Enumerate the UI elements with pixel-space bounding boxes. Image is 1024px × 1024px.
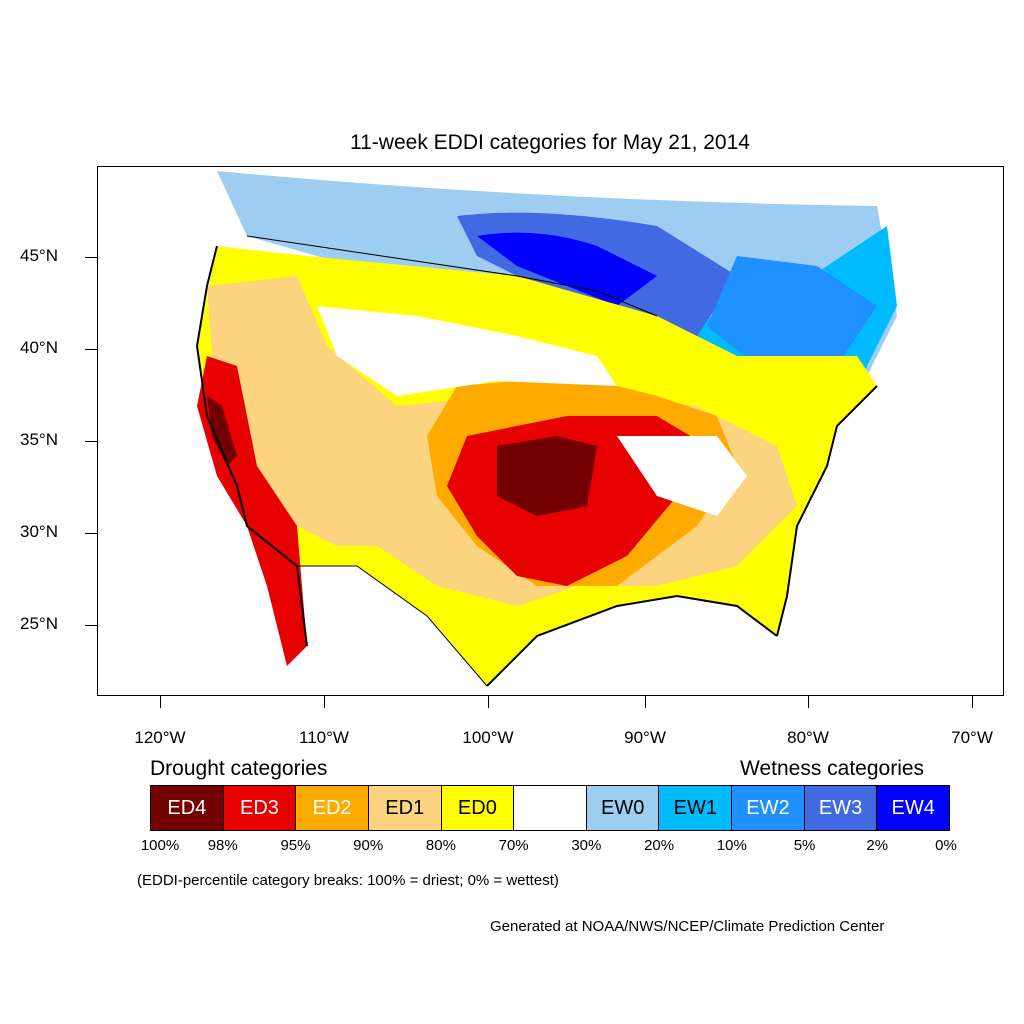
legend-swatch: EW2: [732, 786, 805, 830]
ed4-region: [497, 436, 597, 516]
coastline-west: [195, 245, 308, 647]
lon-label-70: 70°W: [951, 728, 993, 747]
legend-swatch: ED3: [223, 786, 297, 830]
lat-tick: [85, 625, 97, 626]
legend-swatch: EW1: [659, 786, 733, 830]
lat-label-45: 45°N: [20, 246, 58, 265]
percent-break-label: 20%: [644, 837, 675, 854]
ed4-west-coast: [207, 396, 237, 466]
percent-break-label: 90%: [353, 837, 384, 854]
percent-break-label: 2%: [866, 837, 889, 854]
legend-swatch: ED4: [151, 786, 224, 830]
lon-tick: [972, 696, 973, 708]
percent-break-label: 95%: [280, 837, 311, 854]
percent-break-label: 0%: [935, 837, 957, 854]
lon-tick: [160, 696, 161, 708]
white-region-southeast: [617, 436, 747, 516]
lat-tick: [85, 349, 97, 350]
lon-tick: [808, 696, 809, 708]
white-region-plains: [317, 306, 617, 396]
percent-break-label: 98%: [207, 837, 238, 854]
lat-tick: [85, 257, 97, 258]
map-title: 11-week EDDI categories for May 21, 2014: [350, 131, 750, 154]
legend-swatch: ED1: [368, 786, 442, 830]
percent-break-label: 30%: [571, 837, 602, 854]
us-canada-border: [246, 235, 658, 317]
legend-swatch: EW4: [877, 786, 950, 830]
gulf-coast: [486, 594, 778, 687]
lat-label-30: 30°N: [20, 522, 58, 541]
us-mexico-border: [297, 565, 488, 687]
lon-tick: [324, 696, 325, 708]
lat-tick: [85, 441, 97, 442]
legend-swatch: EW0: [586, 786, 660, 830]
legend-swatch: ED0: [441, 786, 515, 830]
wet-region-ne: [707, 256, 877, 366]
legend-swatch: [514, 786, 587, 830]
legend-swatch: EW3: [804, 786, 878, 830]
percent-break-label: 80%: [425, 837, 456, 854]
credit-line: Generated at NOAA/NWS/NCEP/Climate Predi…: [490, 918, 885, 935]
category-legend: ED4 ED3 ED2 ED1 ED0 EW0 EW1 EW2 EW3 EW4: [150, 785, 950, 831]
lat-label-40: 40°N: [20, 338, 58, 357]
percent-break-label: 5%: [793, 837, 816, 854]
drought-legend-title: Drought categories: [150, 757, 328, 780]
lon-tick: [488, 696, 489, 708]
lat-label-35: 35°N: [20, 430, 58, 449]
wetness-legend-title: Wetness categories: [740, 757, 925, 780]
legend-swatch: ED2: [296, 786, 369, 830]
lon-label-110: 110°W: [299, 728, 349, 747]
lon-label-120: 120°W: [134, 728, 186, 747]
percent-break-label: 10%: [716, 837, 747, 854]
lat-label-25: 25°N: [20, 614, 58, 633]
percent-break-label: 70%: [498, 837, 529, 854]
lon-tick: [645, 696, 646, 708]
wet-region-core: [477, 232, 657, 306]
east-coast: [776, 385, 878, 637]
lon-label-100: 100°W: [462, 728, 514, 747]
percent-break-label: 100%: [140, 837, 180, 854]
lat-tick: [85, 533, 97, 534]
lon-label-90: 90°W: [624, 728, 666, 747]
lon-label-80: 80°W: [787, 728, 829, 747]
breaks-note: (EDDI-percentile category breaks: 100% =…: [137, 872, 559, 889]
eddi-map: [97, 166, 1004, 696]
